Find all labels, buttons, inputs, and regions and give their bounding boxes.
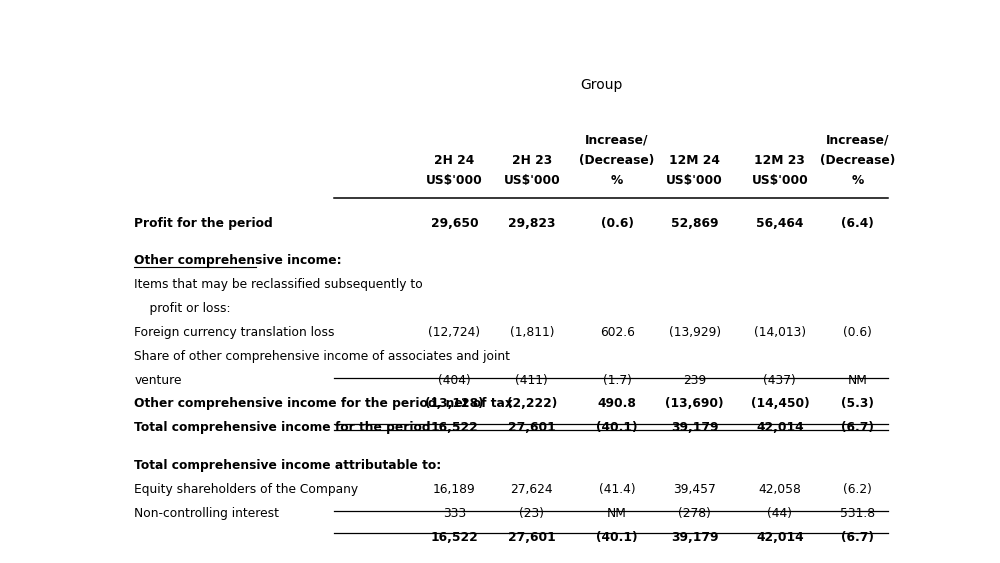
Text: (6.7): (6.7) <box>841 421 874 434</box>
Text: (41.4): (41.4) <box>599 483 635 496</box>
Text: 42,014: 42,014 <box>756 421 804 434</box>
Text: 29,823: 29,823 <box>508 217 556 230</box>
Text: 16,522: 16,522 <box>430 530 478 543</box>
Text: (5.3): (5.3) <box>841 397 874 410</box>
Text: %: % <box>611 174 623 187</box>
Text: 56,464: 56,464 <box>756 217 804 230</box>
Text: 27,601: 27,601 <box>508 530 556 543</box>
Text: (6.4): (6.4) <box>841 217 874 230</box>
Text: (411): (411) <box>516 374 548 387</box>
Text: Items that may be reclassified subsequently to: Items that may be reclassified subsequen… <box>134 278 423 291</box>
Text: 12M 24: 12M 24 <box>669 154 720 167</box>
Text: profit or loss:: profit or loss: <box>134 302 231 315</box>
Text: Share of other comprehensive income of associates and joint: Share of other comprehensive income of a… <box>134 350 510 363</box>
Text: US$'000: US$'000 <box>504 174 560 187</box>
Text: 39,179: 39,179 <box>671 421 718 434</box>
Text: Increase/: Increase/ <box>826 134 889 147</box>
Text: 42,014: 42,014 <box>756 530 804 543</box>
Text: (44): (44) <box>767 507 792 520</box>
Text: (13,128): (13,128) <box>425 397 484 410</box>
Text: NM: NM <box>607 507 627 520</box>
Text: (0.6): (0.6) <box>601 217 634 230</box>
Text: (40.1): (40.1) <box>596 421 638 434</box>
Text: 16,522: 16,522 <box>430 421 478 434</box>
Text: (1,811): (1,811) <box>510 326 554 339</box>
Text: (23): (23) <box>519 507 544 520</box>
Text: 16,189: 16,189 <box>433 483 476 496</box>
Text: (13,690): (13,690) <box>665 397 724 410</box>
Text: (13,929): (13,929) <box>669 326 721 339</box>
Text: Profit for the period: Profit for the period <box>134 217 273 230</box>
Text: (Decrease): (Decrease) <box>820 154 895 167</box>
Text: (2,222): (2,222) <box>507 397 557 410</box>
Text: 39,179: 39,179 <box>671 530 718 543</box>
Text: (12,724): (12,724) <box>428 326 480 339</box>
Text: Increase/: Increase/ <box>585 134 649 147</box>
Text: 333: 333 <box>443 507 466 520</box>
Text: %: % <box>851 174 864 187</box>
Text: (14,013): (14,013) <box>754 326 806 339</box>
Text: 42,058: 42,058 <box>758 483 801 496</box>
Text: 12M 23: 12M 23 <box>754 154 805 167</box>
Text: (0.6): (0.6) <box>843 326 872 339</box>
Text: 29,650: 29,650 <box>431 217 478 230</box>
Text: (404): (404) <box>438 374 471 387</box>
Text: Total comprehensive income for the period: Total comprehensive income for the perio… <box>134 421 431 434</box>
Text: (278): (278) <box>678 507 711 520</box>
Text: (437): (437) <box>764 374 796 387</box>
Text: Group: Group <box>580 78 623 92</box>
Text: 239: 239 <box>683 374 706 387</box>
Text: 490.8: 490.8 <box>598 397 637 410</box>
Text: (1.7): (1.7) <box>603 374 632 387</box>
Text: 39,457: 39,457 <box>673 483 716 496</box>
Text: 531.8: 531.8 <box>840 507 875 520</box>
Text: (6.2): (6.2) <box>843 483 872 496</box>
Text: 2H 23: 2H 23 <box>512 154 552 167</box>
Text: Foreign currency translation loss: Foreign currency translation loss <box>134 326 335 339</box>
Text: NM: NM <box>847 374 867 387</box>
Text: 27,624: 27,624 <box>511 483 553 496</box>
Text: Equity shareholders of the Company: Equity shareholders of the Company <box>134 483 358 496</box>
Text: Other comprehensive income for the period, net of tax: Other comprehensive income for the perio… <box>134 397 513 410</box>
Text: (40.1): (40.1) <box>596 530 638 543</box>
Text: (6.7): (6.7) <box>841 530 874 543</box>
Text: US$'000: US$'000 <box>666 174 723 187</box>
Text: (Decrease): (Decrease) <box>580 154 655 167</box>
Text: 27,601: 27,601 <box>508 421 556 434</box>
Text: Non-controlling interest: Non-controlling interest <box>134 507 279 520</box>
Text: US$'000: US$'000 <box>426 174 483 187</box>
Text: (14,450): (14,450) <box>751 397 809 410</box>
Text: US$'000: US$'000 <box>752 174 808 187</box>
Text: Total comprehensive income attributable to:: Total comprehensive income attributable … <box>134 459 442 472</box>
Text: Other comprehensive income:: Other comprehensive income: <box>134 254 342 267</box>
Text: 52,869: 52,869 <box>671 217 718 230</box>
Text: 602.6: 602.6 <box>600 326 635 339</box>
Text: 2H 24: 2H 24 <box>434 154 475 167</box>
Text: venture: venture <box>134 374 182 387</box>
